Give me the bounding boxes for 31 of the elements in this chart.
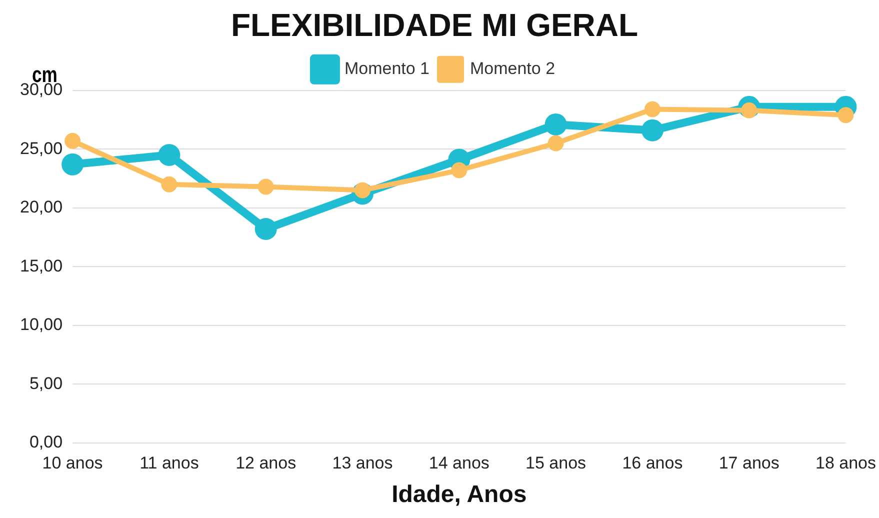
legend-label: Momento 2 [470, 59, 556, 78]
point [161, 176, 178, 192]
point [62, 153, 84, 176]
x-tick-label: 18 anos [816, 454, 876, 473]
point [544, 113, 567, 136]
x-tick-label: 15 anos [526, 454, 586, 473]
point [644, 101, 660, 118]
legend-label: Momento 1 [344, 59, 430, 78]
chart-title: FLEXIBILIDADE MI GERAL [230, 7, 638, 44]
x-tick-label: 14 anos [428, 454, 490, 473]
point [838, 107, 854, 124]
y-tick-label: 25,00 [20, 138, 63, 158]
y-tick-label: 0,00 [29, 432, 63, 452]
y-tick-label: 20,00 [20, 198, 63, 217]
x-tick-label: 13 anos [332, 454, 393, 473]
point [451, 162, 468, 178]
point [641, 119, 664, 142]
x-tick-label: 16 anos [622, 454, 683, 473]
point [158, 144, 180, 166]
point [254, 218, 277, 240]
point [64, 132, 81, 149]
point [548, 135, 564, 152]
x-tick-label: 12 anos [236, 454, 296, 473]
y-tick-label: 10,00 [20, 315, 63, 334]
y-tick-label: 15,00 [20, 256, 63, 276]
y-tick-label: 5,00 [29, 374, 63, 393]
point [258, 178, 274, 195]
x-tick-label: 10 anos [42, 454, 103, 473]
x-axis-title: Idade, Anos [392, 481, 527, 508]
x-tick-label: 11 anos [140, 454, 199, 473]
x-tick-label: 17 anos [718, 454, 780, 473]
